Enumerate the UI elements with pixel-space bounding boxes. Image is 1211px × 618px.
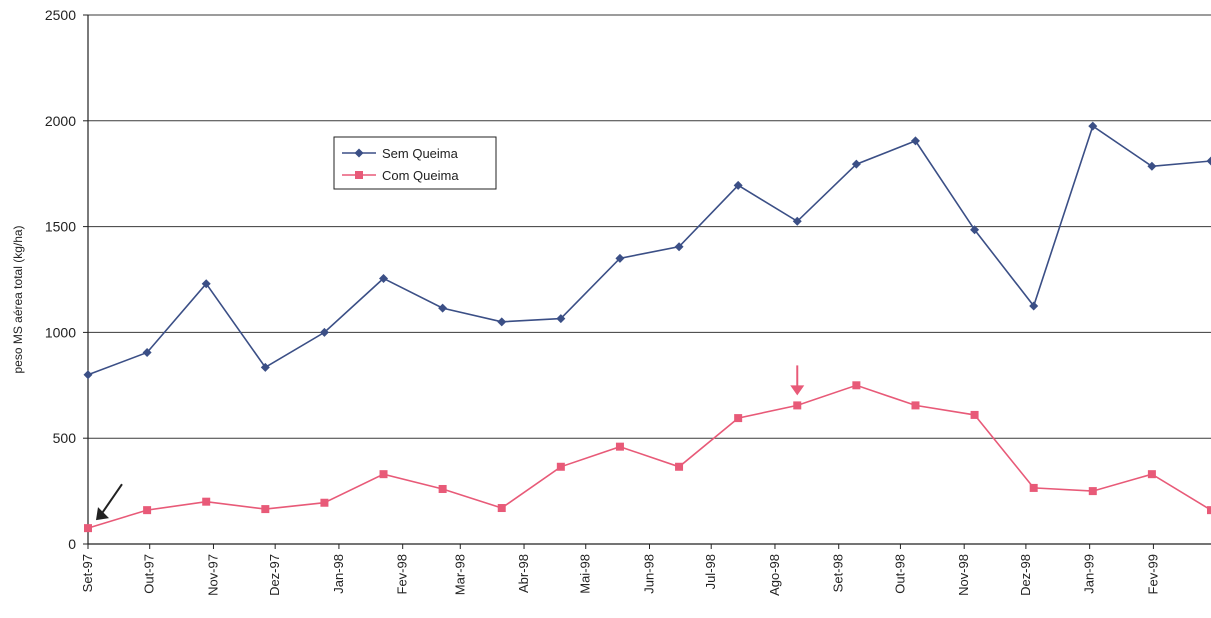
data-point-com-queima — [911, 401, 919, 409]
y-axis-ticks: 0 500 1000 1500 2000 2500 — [45, 7, 88, 552]
x-tick-label: Out-97 — [142, 554, 157, 594]
legend-label: Sem Queima — [382, 146, 459, 161]
data-point-sem-queima — [497, 317, 506, 326]
x-tick-label: Set-97 — [80, 554, 95, 592]
data-point-com-queima — [1089, 487, 1097, 495]
x-tick-label: Out-98 — [892, 554, 907, 594]
data-point-com-queima — [261, 505, 269, 513]
x-tick-label: Abr-98 — [516, 554, 531, 593]
grid-lines — [88, 15, 1211, 438]
series-line-com-queima — [88, 385, 1211, 528]
x-tick-label: Jul-98 — [703, 554, 718, 589]
data-point-com-queima — [320, 499, 328, 507]
x-tick-label: Mai-98 — [578, 554, 593, 594]
data-point-com-queima — [616, 443, 624, 451]
y-tick-label: 0 — [68, 536, 76, 552]
data-point-com-queima — [84, 524, 92, 532]
x-tick-label: Dez-97 — [267, 554, 282, 596]
data-point-com-queima — [557, 463, 565, 471]
data-point-com-queima — [202, 498, 210, 506]
data-point-sem-queima — [438, 304, 447, 313]
x-tick-label: Mar-98 — [452, 554, 467, 595]
data-point-com-queima — [380, 470, 388, 478]
data-point-com-queima — [143, 506, 151, 514]
y-tick-label: 2000 — [45, 113, 76, 129]
legend: Sem Queima Com Queima — [334, 137, 496, 189]
x-tick-label: Dez-98 — [1018, 554, 1033, 596]
data-point-com-queima — [852, 381, 860, 389]
x-tick-label: Jan-99 — [1082, 554, 1097, 594]
legend-marker — [355, 171, 363, 179]
data-point-sem-queima — [1088, 122, 1097, 131]
y-tick-label: 1500 — [45, 219, 76, 235]
data-point-com-queima — [1148, 470, 1156, 478]
data-point-com-queima — [498, 504, 506, 512]
data-point-com-queima — [439, 485, 447, 493]
x-tick-label: Nov-98 — [956, 554, 971, 596]
y-tick-label: 1000 — [45, 324, 76, 340]
x-axis-ticks: Set-97 Out-97 Nov-97 Dez-97 Jan-98 Fev-98 Mar-… — [80, 544, 1160, 596]
annotation-arrow-shaft — [100, 484, 122, 516]
y-axis-label: peso MS aérea total (kg/ha) — [11, 225, 25, 373]
data-point-com-queima — [793, 401, 801, 409]
x-tick-label: Jun-98 — [642, 554, 657, 594]
x-tick-label: Nov-97 — [205, 554, 220, 596]
series-sem-queima — [84, 122, 1211, 380]
data-point-com-queima — [1207, 506, 1211, 514]
annotations — [96, 365, 804, 520]
data-point-sem-queima — [911, 136, 920, 145]
series-line-sem-queima — [88, 126, 1211, 375]
x-tick-label: Jan-98 — [331, 554, 346, 594]
x-tick-label: Fev-99 — [1145, 554, 1160, 594]
x-tick-label: Ago-98 — [767, 554, 782, 596]
data-point-sem-queima — [84, 370, 93, 379]
annotation-arrow-head — [790, 385, 804, 395]
y-tick-label: 2500 — [45, 7, 76, 23]
annotation-arrow-head — [96, 507, 109, 520]
data-point-com-queima — [675, 463, 683, 471]
series-com-queima — [84, 381, 1211, 532]
x-tick-label: Fev-98 — [395, 554, 410, 594]
data-point-sem-queima — [1207, 157, 1211, 166]
series-group — [84, 122, 1211, 533]
y-tick-label: 500 — [53, 430, 77, 446]
legend-label: Com Queima — [382, 168, 459, 183]
data-point-com-queima — [1030, 484, 1038, 492]
x-tick-label: Set-98 — [831, 554, 846, 592]
data-point-com-queima — [971, 411, 979, 419]
data-point-com-queima — [734, 414, 742, 422]
data-point-sem-queima — [1147, 162, 1156, 171]
